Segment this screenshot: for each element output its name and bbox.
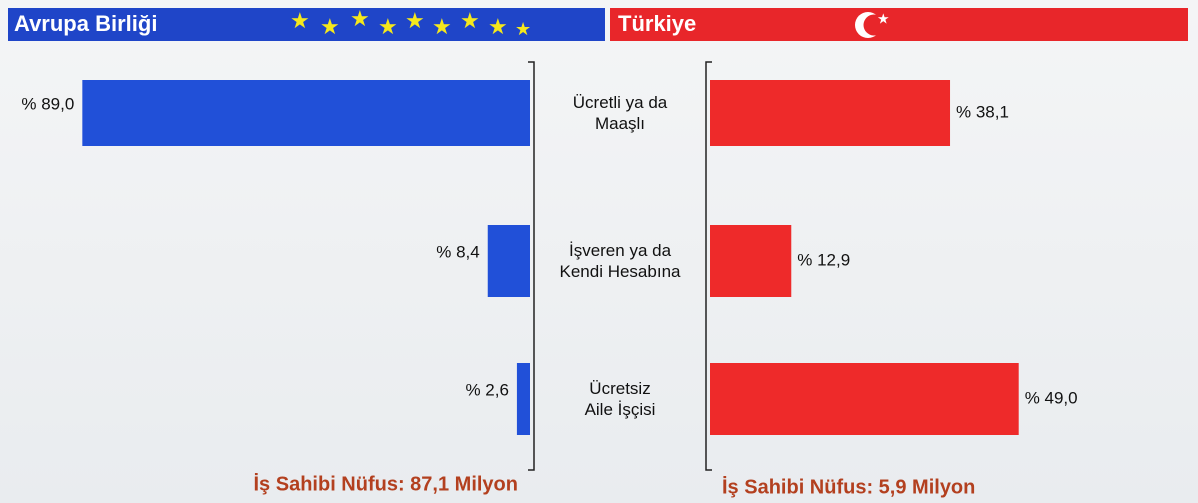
tr-header-bar (610, 8, 1188, 41)
svg-text:★: ★ (405, 8, 425, 33)
eu-header-bar (8, 8, 605, 41)
bar (82, 80, 530, 146)
center-bracket-left (528, 61, 535, 471)
footnote: İş Sahibi Nüfus: 87,1 Milyon (254, 472, 519, 495)
footnote: İş Sahibi Nüfus: 5,9 Milyon (722, 475, 975, 498)
bar (710, 225, 792, 297)
value-label: % 49,0 (1025, 388, 1078, 407)
legend-label: Türkiye (618, 11, 696, 36)
category-label: İşveren ya da Kendi Hesabına (559, 241, 681, 281)
value-label: % 38,1 (956, 102, 1009, 121)
svg-text:★: ★ (350, 6, 370, 31)
bar (487, 225, 530, 297)
value-label: % 8,4 (436, 242, 479, 261)
svg-text:★: ★ (320, 14, 340, 39)
bar (516, 363, 530, 435)
bar (710, 80, 951, 146)
value-label: % 2,6 (465, 380, 508, 399)
svg-text:★: ★ (378, 14, 398, 39)
crescent-cut (863, 14, 885, 36)
svg-text:★: ★ (515, 19, 531, 39)
category-label: Ücretli ya da Maaşlı (572, 93, 668, 133)
svg-text:★: ★ (432, 14, 452, 39)
eu-stars: ★ ★ ★ ★ ★ ★ ★ ★ ★ (290, 6, 531, 39)
svg-text:★: ★ (488, 14, 508, 39)
svg-text:★: ★ (460, 8, 480, 33)
tr-star: ★ (877, 11, 890, 27)
category-label: Ücretsiz Aile İşçisi (584, 379, 656, 419)
center-bracket-right (705, 61, 712, 471)
svg-text:★: ★ (290, 8, 310, 33)
value-label: % 89,0 (21, 94, 74, 113)
legend-label: Avrupa Birliği (14, 11, 157, 36)
bar (710, 363, 1019, 435)
value-label: % 12,9 (797, 250, 850, 269)
